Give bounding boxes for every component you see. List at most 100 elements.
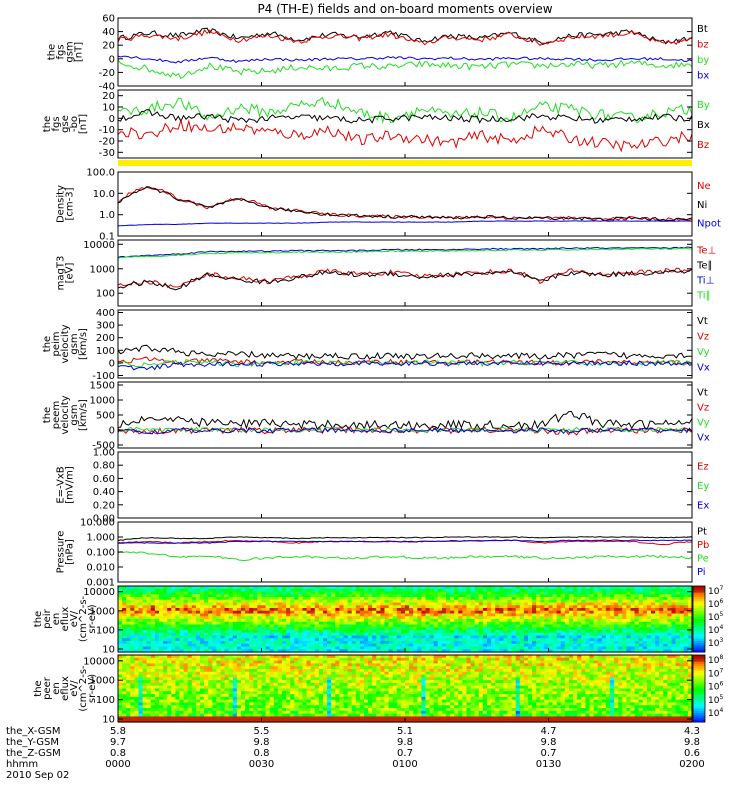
spectrogram-cell: [380, 643, 386, 648]
spectrogram-cell: [273, 608, 279, 612]
spectrogram-cell: [195, 605, 201, 609]
spectrogram-cell: [208, 605, 213, 609]
spectrogram-cell: [282, 660, 287, 664]
spectrogram-cell: [241, 638, 246, 642]
spectrogram-cell: [355, 605, 361, 609]
spectrogram-cell: [302, 586, 308, 590]
spectrogram-cell: [282, 624, 287, 628]
spectrogram-cell: [331, 605, 336, 609]
spectrogram-cell: [560, 638, 566, 642]
spectrogram-cell: [630, 605, 636, 609]
spectrogram-cell: [306, 691, 312, 695]
spectrogram-cell: [294, 691, 299, 695]
spectrogram-cell: [191, 635, 197, 639]
spectrogram-cell: [216, 621, 222, 626]
spectrogram-cell: [687, 591, 693, 595]
spectrogram-cell: [646, 588, 652, 593]
spectrogram-cell: [241, 616, 246, 620]
spectrogram-cell: [228, 632, 234, 637]
spectrogram-cell: [118, 643, 123, 648]
legend-label: Pb: [697, 540, 709, 551]
spectrogram-cell: [253, 643, 258, 648]
spectrogram-cell: [618, 613, 623, 617]
spectrogram-cell: [589, 591, 595, 595]
spectrogram-cell: [314, 691, 320, 695]
spectrogram-cell: [134, 608, 140, 612]
spectrogram-cell: [245, 602, 250, 606]
spectrogram-cell: [261, 666, 267, 670]
spectrogram-cell: [179, 710, 185, 715]
y-axis-label-line: fgs: [51, 116, 62, 131]
spectrogram-cell: [298, 696, 304, 701]
spectrogram-cell: [318, 666, 324, 670]
spectrogram-cell: [228, 663, 234, 667]
spectrogram-cell: [187, 694, 193, 698]
spectrogram-cell: [413, 597, 418, 601]
spectrogram-cell: [241, 685, 246, 690]
spectrogram-cell: [491, 591, 496, 595]
spectrogram-cell: [249, 696, 254, 701]
spectrogram-cell: [421, 608, 427, 612]
spectrogram-cell: [277, 619, 283, 623]
spectrogram-cell: [187, 610, 193, 615]
spectrogram-cell: [388, 641, 394, 645]
spectrogram-cell: [253, 613, 258, 617]
spectrogram-cell: [556, 602, 562, 606]
spectrogram-cell: [491, 613, 496, 617]
spectrogram-cell: [253, 638, 258, 642]
spectrogram-cell: [482, 597, 488, 601]
spectrogram-cell: [294, 594, 299, 598]
spectrogram-cell: [335, 621, 340, 626]
spectrogram-cell: [232, 641, 238, 645]
legend-label: Ez: [697, 462, 709, 473]
spectrogram-cell: [388, 597, 394, 601]
series-line-density-2: [117, 220, 692, 227]
spectrogram-cell: [175, 688, 181, 692]
spectrogram-cell: [245, 702, 250, 706]
spectrogram-cell: [232, 674, 238, 678]
spectrogram-cell: [544, 591, 550, 595]
spectrogram-cell: [569, 605, 574, 609]
spectrogram-cell: [282, 599, 287, 604]
spectrogram-cell: [200, 591, 205, 595]
spectrogram-cell: [323, 627, 328, 631]
spectrogram-cell: [462, 588, 468, 593]
spectrogram-cell: [339, 599, 345, 604]
spectrogram-cell: [249, 680, 254, 684]
spectrogram-cell: [380, 635, 386, 639]
spectrogram-cell: [523, 610, 529, 615]
spectrogram-cell: [392, 588, 398, 593]
spectrogram-cell: [245, 599, 250, 604]
spectrogram-cell: [441, 588, 447, 593]
spectrogram-cell: [577, 621, 582, 626]
spectrogram-cell: [212, 660, 217, 664]
spectrogram-cell: [523, 616, 529, 620]
spectrogram-cell: [425, 616, 431, 620]
spectrogram-cell: [441, 627, 447, 631]
legend-label: Te⊥: [696, 246, 716, 257]
spectrogram-cell: [499, 588, 504, 593]
spectrogram-cell: [544, 599, 550, 604]
spectrogram-cell: [548, 649, 554, 653]
spectrogram-cell: [589, 610, 595, 615]
spectrogram-cell: [388, 649, 394, 653]
spectrogram-cell: [200, 691, 205, 695]
spectrogram-cell: [446, 586, 451, 590]
spectrogram-cell: [142, 641, 148, 645]
spectrogram-cell: [236, 680, 242, 684]
spectrogram-cell: [470, 605, 476, 609]
spectrogram-cell: [687, 610, 693, 615]
spectrogram-cell: [687, 616, 693, 620]
spectrogram-cell: [421, 619, 427, 623]
spectrogram-cell: [532, 627, 537, 631]
spectrogram-cell: [183, 608, 189, 612]
spectrogram-cell: [232, 682, 238, 687]
spectrogram-cell: [343, 649, 349, 653]
spectrogram-cell: [314, 677, 320, 681]
spectrogram-cell: [659, 624, 664, 628]
spectrogram-cell: [175, 682, 181, 687]
spectrogram-cell: [163, 594, 168, 598]
spectrogram-cell: [171, 663, 176, 667]
spectrogram-cell: [294, 613, 299, 617]
spectrogram-cell: [241, 619, 246, 623]
